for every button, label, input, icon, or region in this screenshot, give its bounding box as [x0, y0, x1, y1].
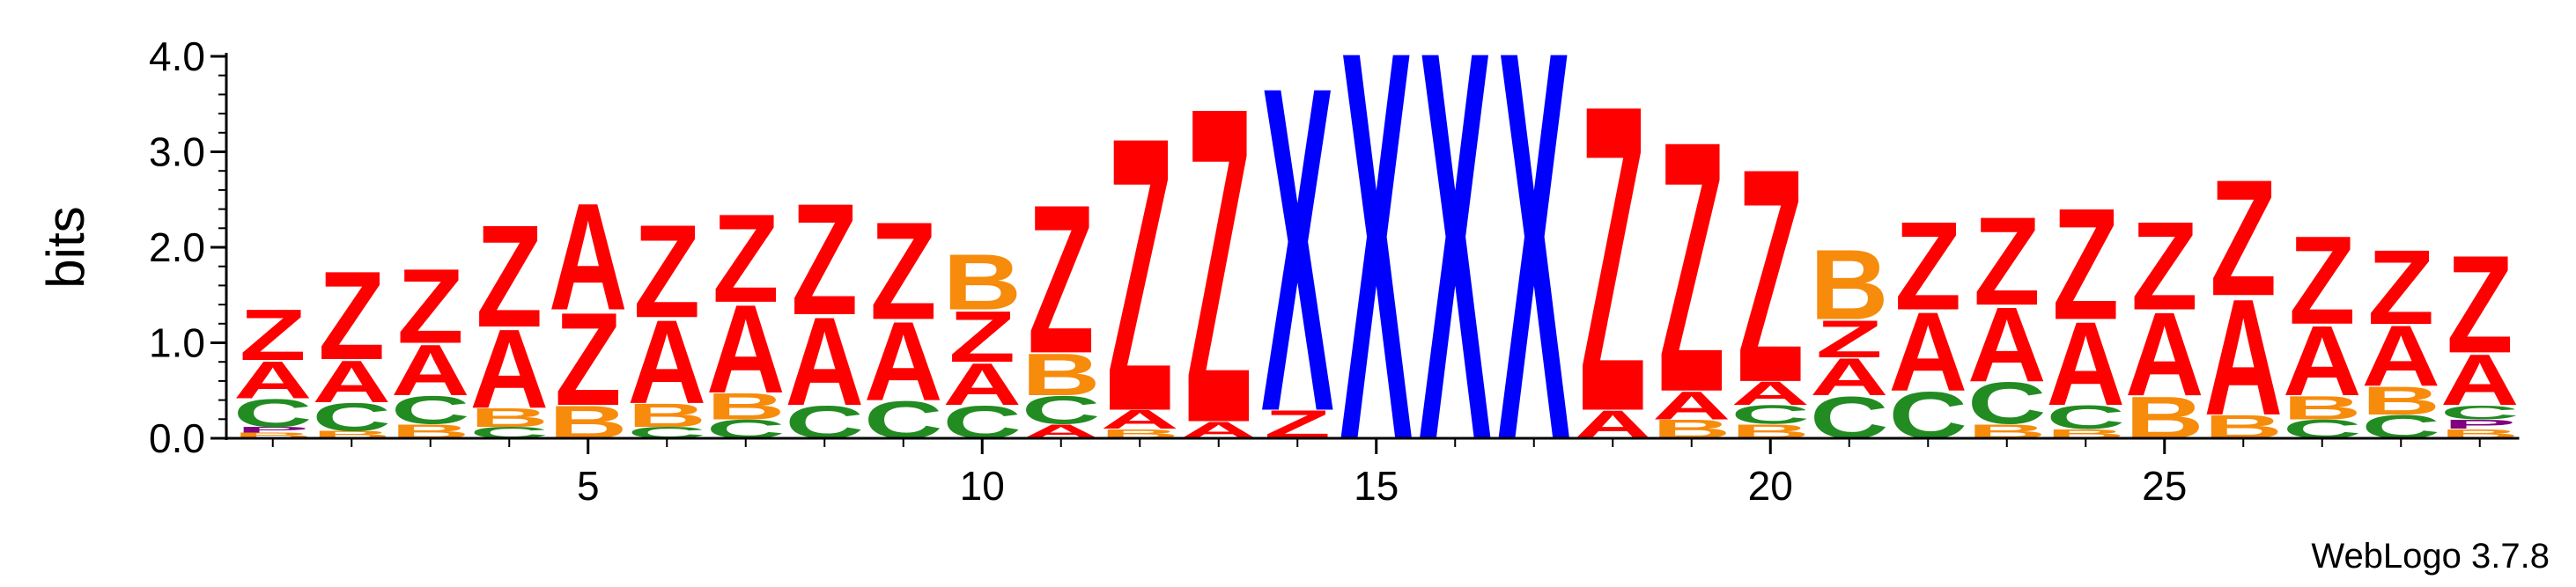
logo-letter-Z-pos23: Z — [1974, 192, 2041, 332]
logo-letter-A-pos21: A — [1810, 348, 1888, 407]
logo-letter-Z-pos11: Z — [1028, 159, 1095, 397]
logo-letter-C-pos3: C — [391, 388, 469, 432]
x-tick-label-10: 10 — [960, 463, 1005, 509]
logo-letter-B-pos6: B — [628, 397, 706, 434]
logo-letter-Z-pos5: Z — [555, 286, 622, 434]
logo-letter-B-pos10: B — [943, 238, 1022, 327]
logo-letter-C-pos1: C — [233, 391, 312, 435]
y-axis-label: bits — [36, 206, 95, 288]
logo-letter-C-pos11: C — [1022, 388, 1100, 432]
logo-letter-Z-pos3: Z — [397, 246, 464, 365]
logo-letter-Z-pos18: Z — [1579, 13, 1646, 503]
logo-letter-C-pos23: C — [1967, 371, 2046, 437]
logo-letter-Z-pos26: Z — [2210, 145, 2277, 330]
logo-letter-C-pos29: C — [2440, 401, 2519, 423]
logo-letter-A-pos23: A — [1967, 284, 2046, 403]
logo-letter-Z-pos1: Z — [240, 295, 306, 376]
logo-letter-Z-pos8: Z — [791, 171, 858, 349]
logo-letter-Z-pos2: Z — [318, 246, 385, 386]
y-tick-label-3.0: 3.0 — [149, 129, 205, 175]
logo-letter-A-pos9: A — [864, 298, 942, 424]
logo-letter-Z-pos19: Z — [1658, 67, 1725, 467]
logo-letter-P-pos29: P — [2443, 416, 2516, 431]
logo-letter-Z-pos28: Z — [2367, 227, 2434, 346]
logo-letter-Z-pos20: Z — [1737, 106, 1804, 447]
logo-letter-A-pos27: A — [2283, 306, 2361, 417]
logo-letter-A-pos22: A — [1889, 289, 1967, 415]
logo-letter-A-pos5: A — [549, 172, 627, 341]
logo-letter-X-pos16: X — [1419, 0, 1492, 557]
y-tick-label-2.0: 2.0 — [149, 224, 205, 270]
logo-letter-A-pos7: A — [706, 280, 785, 420]
x-tick-label-15: 15 — [1354, 463, 1399, 509]
logo-letter-A-pos10: A — [943, 352, 1022, 418]
logo-letter-Z-pos24: Z — [2052, 175, 2119, 353]
x-tick-label-5: 5 — [577, 463, 600, 509]
logo-letter-A-pos24: A — [2047, 297, 2125, 430]
y-tick-label-1.0: 1.0 — [149, 320, 205, 366]
logo-letter-A-pos26: A — [2204, 265, 2283, 450]
logo-letter-B-pos28: B — [2362, 378, 2440, 422]
logo-letter-Z-pos10: Z — [948, 297, 1015, 378]
y-tick-label-0.0: 0.0 — [149, 415, 205, 461]
logo-letter-X-pos17: X — [1497, 0, 1570, 557]
logo-letter-Z-pos12: Z — [1106, 57, 1173, 494]
logo-letter-B-pos4: B — [470, 403, 549, 433]
logo-letter-Z-pos21: Z — [1816, 309, 1883, 368]
logo-letter-Z-pos6: Z — [633, 198, 700, 346]
logo-letter-Z-pos4: Z — [476, 196, 543, 359]
logo-letter-B-pos11: B — [1022, 342, 1100, 408]
weblogo-credit: WebLogo 3.7.8 — [2311, 537, 2550, 576]
logo-letter-B-pos21: B — [1810, 230, 1888, 341]
axes: 0.0 1.0 2.0 3.0 4.0 bits 5 10 15 20 25 — [36, 33, 2520, 509]
logo-letter-A-pos6: A — [628, 295, 706, 429]
logo-letter-Z-pos7: Z — [712, 189, 779, 329]
logo-letter-A-pos2: A — [313, 349, 391, 415]
logo-letter-Z-pos22: Z — [1894, 196, 1961, 336]
logo-letter-X-pos15: X — [1340, 0, 1413, 557]
logo-letter-Z-pos13: Z — [1185, 13, 1252, 517]
logo-letter-B-pos27: B — [2283, 390, 2361, 427]
logo-letter-B-pos1: B — [233, 431, 312, 440]
logo-letter-P-pos1: P — [236, 425, 309, 434]
logo-letter-A-pos8: A — [786, 292, 864, 432]
logo-letter-Z-pos29: Z — [2447, 227, 2513, 383]
logo-letter-A-pos4: A — [470, 305, 549, 431]
logo-letter-B-pos7: B — [706, 385, 785, 427]
logo-letter-C-pos20: C — [1731, 400, 1810, 430]
logo-letter-A-pos20: A — [1731, 375, 1810, 412]
logo-letter-Z-pos25: Z — [2131, 196, 2198, 336]
logo-letter-A-pos25: A — [2125, 287, 2203, 421]
x-tick-label-20: 20 — [1748, 463, 1793, 509]
logo-letter-A-pos1: A — [233, 350, 312, 409]
logo-letter-A-pos19: A — [1652, 384, 1731, 428]
logo-letter-Z-pos9: Z — [870, 194, 937, 349]
logo-letter-A-pos28: A — [2362, 308, 2440, 405]
logo-letter-X-pos14: X — [1261, 0, 1334, 509]
y-tick-label-4.0: 4.0 — [149, 33, 205, 79]
logo-letter-A-pos3: A — [391, 330, 469, 411]
logo-letter-A-pos29: A — [2440, 340, 2519, 421]
logo-letter-C-pos24: C — [2047, 399, 2125, 436]
logo-letter-C-pos2: C — [313, 395, 391, 439]
plot-area: BPCAZBCAZBCAZCBAZBZACBAZCBAZCAZCAZCAZBAC… — [233, 0, 2519, 557]
logo-letter-Z-pos27: Z — [2289, 210, 2356, 350]
logo-letter-A-pos12: A — [1101, 405, 1179, 435]
x-tick-label-25: 25 — [2142, 463, 2187, 509]
